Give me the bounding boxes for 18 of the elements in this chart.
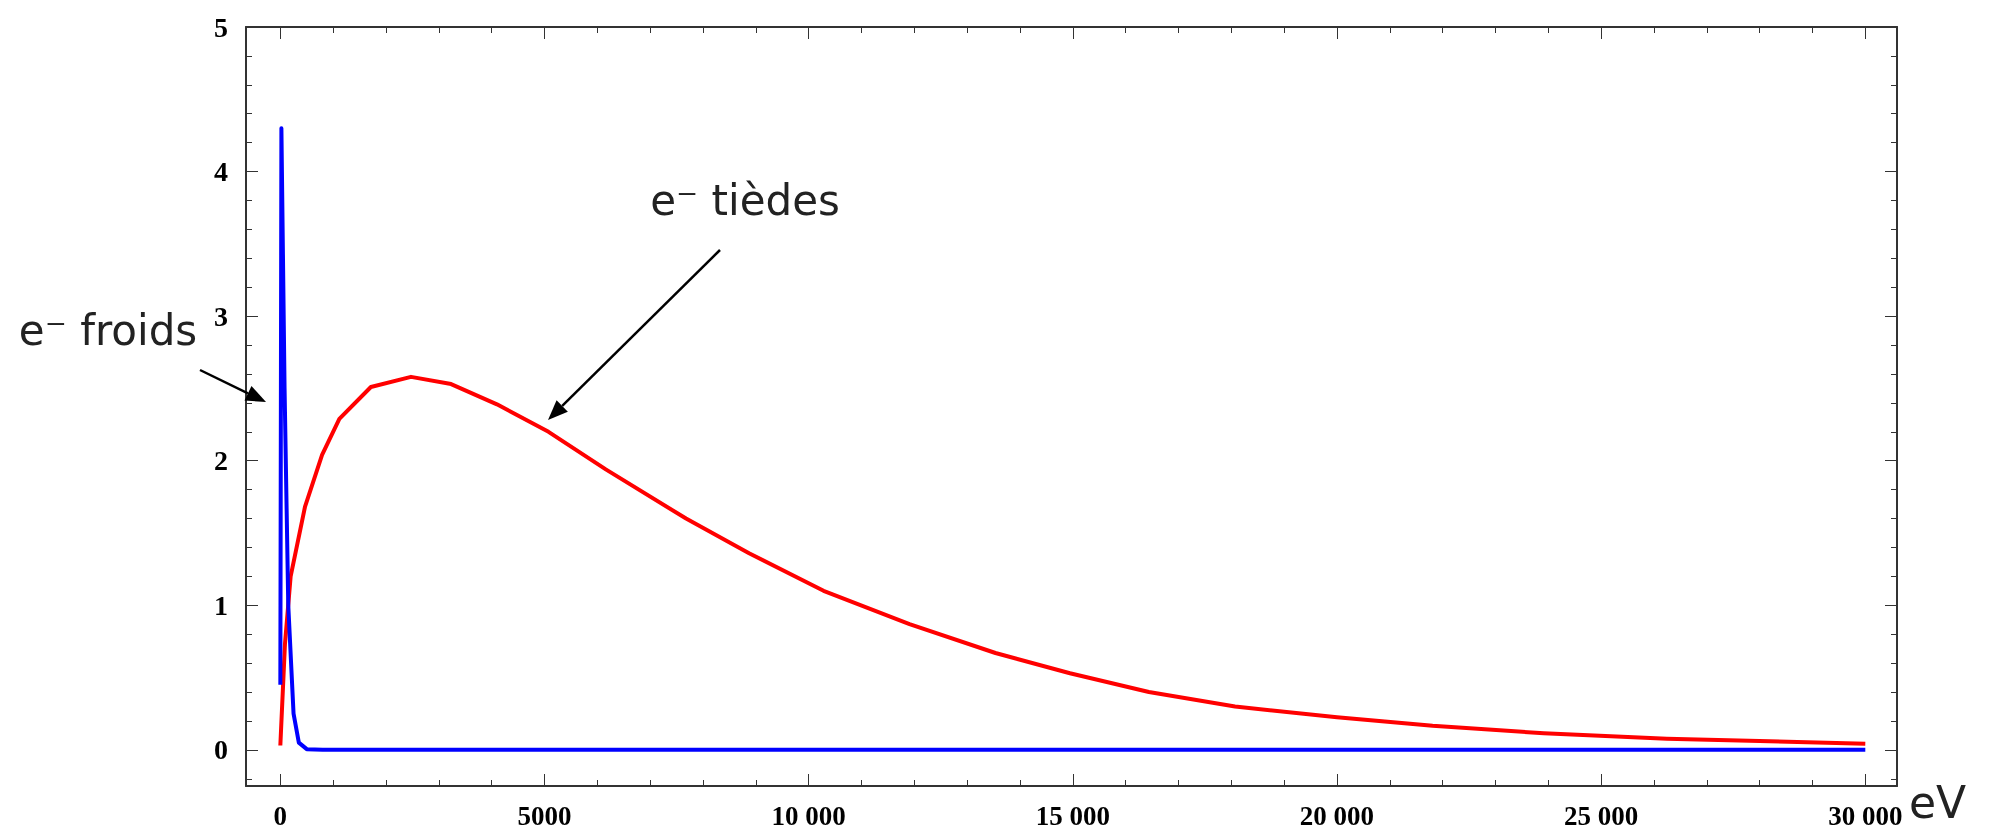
x-tick-label: 20 000: [1299, 800, 1375, 831]
x-tick-label: 10 000: [771, 800, 846, 831]
x-tick-label: 25 000: [1564, 800, 1639, 831]
annotation: e⁻ tièdes: [650, 175, 840, 225]
x-tick-label: 30 000: [1828, 800, 1903, 831]
x-tick-label: 15 000: [1035, 800, 1110, 831]
y-tick-label: 5: [214, 11, 228, 43]
y-tick-label: 2: [214, 445, 228, 477]
y-tick-label: 1: [214, 589, 228, 621]
text: e⁻ froids: [18, 305, 198, 355]
x-tick-label: 5000: [517, 800, 572, 831]
x-axis-title: eV: [1909, 776, 1967, 828]
line-series: [278, 374, 1868, 748]
y-tick-label: 0: [214, 734, 228, 766]
x-tick-label: 0: [273, 800, 288, 831]
y-tick-label: 3: [214, 300, 228, 332]
line-series: [278, 126, 1868, 752]
y-tick-label: 4: [214, 156, 228, 188]
